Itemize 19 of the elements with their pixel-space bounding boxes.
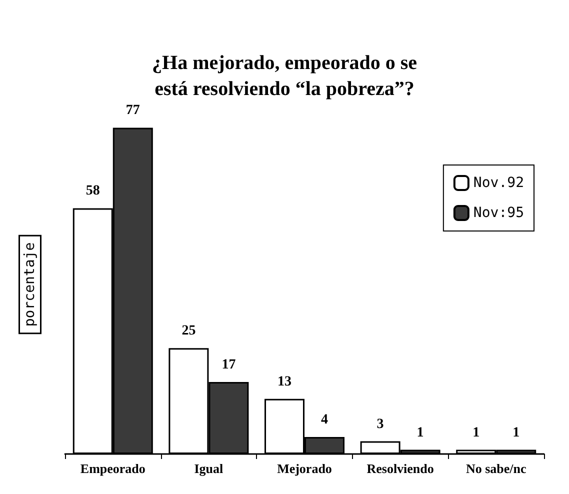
data-label: 3 <box>376 416 384 432</box>
data-label: 25 <box>182 324 196 339</box>
x-tick-label: Resolviendo <box>366 461 434 476</box>
data-label: 17 <box>222 357 236 372</box>
data-label: 1 <box>472 425 480 440</box>
legend-label: Nov:95 <box>473 205 524 221</box>
x-tick-label: Mejorado <box>277 461 332 476</box>
data-label: 58 <box>86 184 100 199</box>
data-label: 4 <box>321 412 328 428</box>
x-tick-label: Igual <box>194 461 224 476</box>
legend-label: Nov.92 <box>473 175 524 191</box>
x-tick-label: No sabe/nc <box>466 461 526 476</box>
data-label: 1 <box>416 425 424 440</box>
data-label: 13 <box>278 374 292 390</box>
y-axis-title: porcentaje <box>22 242 38 327</box>
data-label: 77 <box>126 103 140 118</box>
data-label: 1 <box>512 425 520 440</box>
x-tick-label: Empeorado <box>80 461 146 476</box>
chart-title: ¿Ha mejorado, empeorado o se está resolviendo “la pobreza”? <box>152 52 418 100</box>
